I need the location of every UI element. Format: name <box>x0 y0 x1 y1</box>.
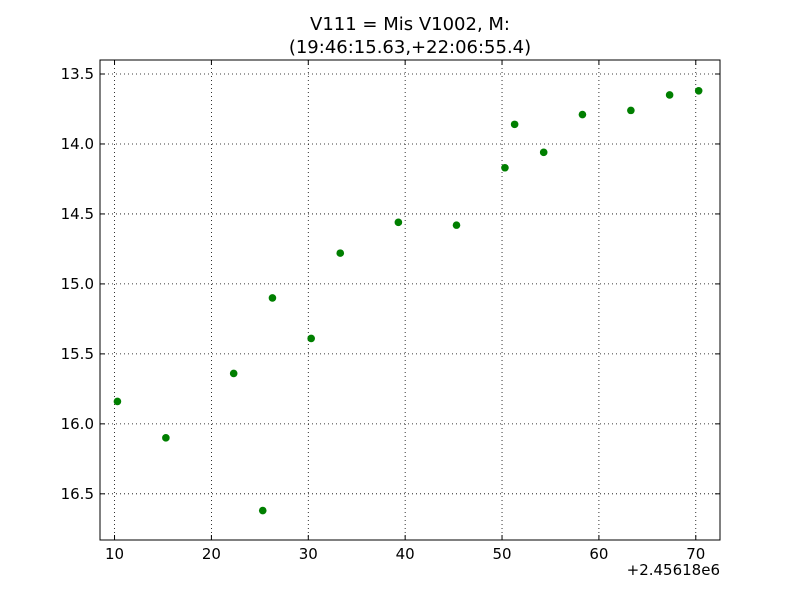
data-point <box>307 334 315 343</box>
data-point <box>162 434 170 442</box>
x-tick-label: 30 <box>299 545 318 563</box>
data-point <box>539 148 548 157</box>
data-point <box>694 86 703 95</box>
data-point <box>665 91 674 99</box>
data-point <box>501 163 509 172</box>
chart-title-line-1: V111 = Mis V1002, M: <box>310 14 510 35</box>
y-tick-label: 13.5 <box>61 65 94 83</box>
x-tick-label: 20 <box>202 545 221 563</box>
y-tick-label: 14.5 <box>61 205 94 223</box>
x-tick-label: 60 <box>589 545 608 563</box>
data-point <box>258 506 267 515</box>
y-tick-label: 16.5 <box>61 485 94 503</box>
data-point <box>336 249 345 257</box>
x-tick-label: 50 <box>492 545 511 563</box>
y-tick-label: 14.0 <box>61 135 94 153</box>
x-offset-label: +2.45618e6 <box>627 561 720 579</box>
grid-lines <box>100 60 720 540</box>
data-point <box>627 106 635 115</box>
x-tick-labels: 10 20 30 40 50 60 70 <box>105 545 705 563</box>
chart-title-line-2: (19:46:15.63,+22:06:55.4) <box>289 37 531 58</box>
data-point <box>578 110 587 119</box>
data-point <box>510 120 519 129</box>
data-point <box>452 221 461 229</box>
x-tick-label: 40 <box>396 545 415 563</box>
y-tick-labels: 13.5 14.0 14.5 15.0 15.5 16.0 16.5 <box>61 65 94 503</box>
data-point <box>394 218 403 227</box>
data-point <box>229 369 238 378</box>
y-tick-label: 15.5 <box>61 345 94 363</box>
y-tick-label: 15.0 <box>61 275 94 293</box>
x-tick-label: 10 <box>105 545 124 563</box>
y-tick-label: 16.0 <box>61 415 94 433</box>
data-points <box>113 86 703 515</box>
x-tick-label: 70 <box>686 545 705 563</box>
axis-ticks <box>100 60 720 540</box>
data-point <box>268 294 277 302</box>
data-point <box>113 397 122 406</box>
plot-frame <box>99 59 721 541</box>
